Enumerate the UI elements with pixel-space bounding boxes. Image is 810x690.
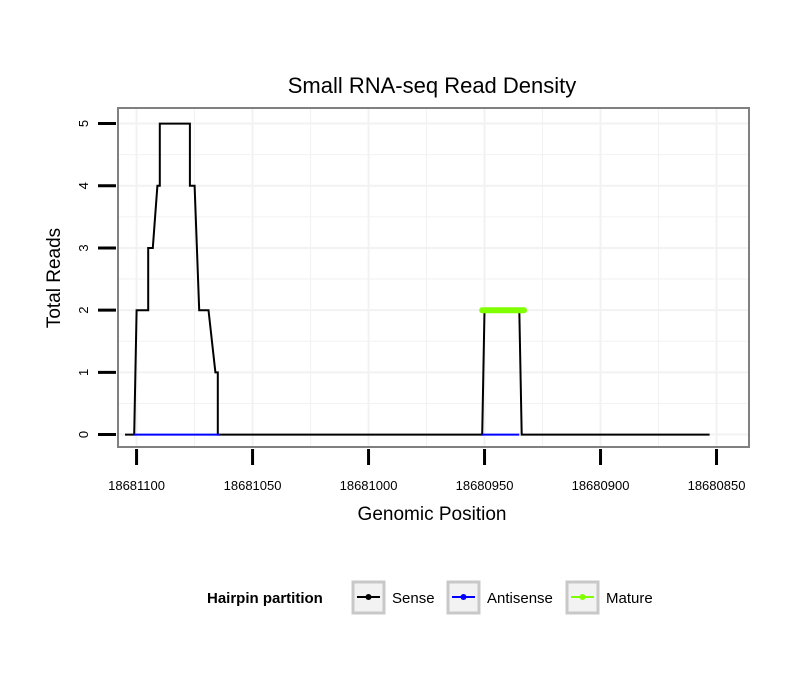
legend-item-antisense[interactable]: Antisense bbox=[448, 582, 553, 613]
read-density-chart: Small RNA-seq Read Density 18681100 18681… bbox=[0, 0, 810, 690]
y-tick-label: 0 bbox=[76, 431, 91, 438]
x-tick-label: 18680950 bbox=[456, 478, 514, 493]
x-tick-label: 18681000 bbox=[340, 478, 398, 493]
x-tick-label: 18680900 bbox=[572, 478, 630, 493]
x-axis-title: Genomic Position bbox=[358, 504, 507, 525]
y-axis-title: Total Reads bbox=[44, 228, 65, 328]
x-tick-label: 18681050 bbox=[224, 478, 282, 493]
legend-key-dot bbox=[580, 594, 586, 600]
chart-title: Small RNA-seq Read Density bbox=[288, 73, 577, 98]
x-tick-label: 18681100 bbox=[108, 478, 165, 493]
legend-key-dot bbox=[461, 594, 467, 600]
legend-item-mature[interactable]: Mature bbox=[567, 582, 653, 613]
legend-label: Antisense bbox=[487, 590, 553, 607]
x-tick-label: 18680850 bbox=[688, 478, 746, 493]
legend: Hairpin partition Sense Antisense Mature bbox=[207, 582, 653, 613]
y-axis-ticks: 0 1 2 3 4 5 bbox=[76, 120, 116, 438]
x-axis-ticks: 18681100 18681050 18681000 18680950 18680900… bbox=[108, 449, 745, 493]
y-tick-label: 4 bbox=[76, 182, 91, 189]
plot-panel bbox=[118, 108, 749, 447]
y-tick-label: 5 bbox=[76, 120, 91, 127]
y-tick-label: 1 bbox=[76, 369, 91, 376]
y-tick-label: 3 bbox=[76, 244, 91, 251]
y-tick-label: 2 bbox=[76, 307, 91, 314]
legend-item-sense[interactable]: Sense bbox=[353, 582, 435, 613]
legend-key-dot bbox=[366, 594, 372, 600]
legend-title: Hairpin partition bbox=[207, 590, 323, 607]
legend-label: Sense bbox=[392, 590, 435, 607]
legend-label: Mature bbox=[606, 590, 653, 607]
